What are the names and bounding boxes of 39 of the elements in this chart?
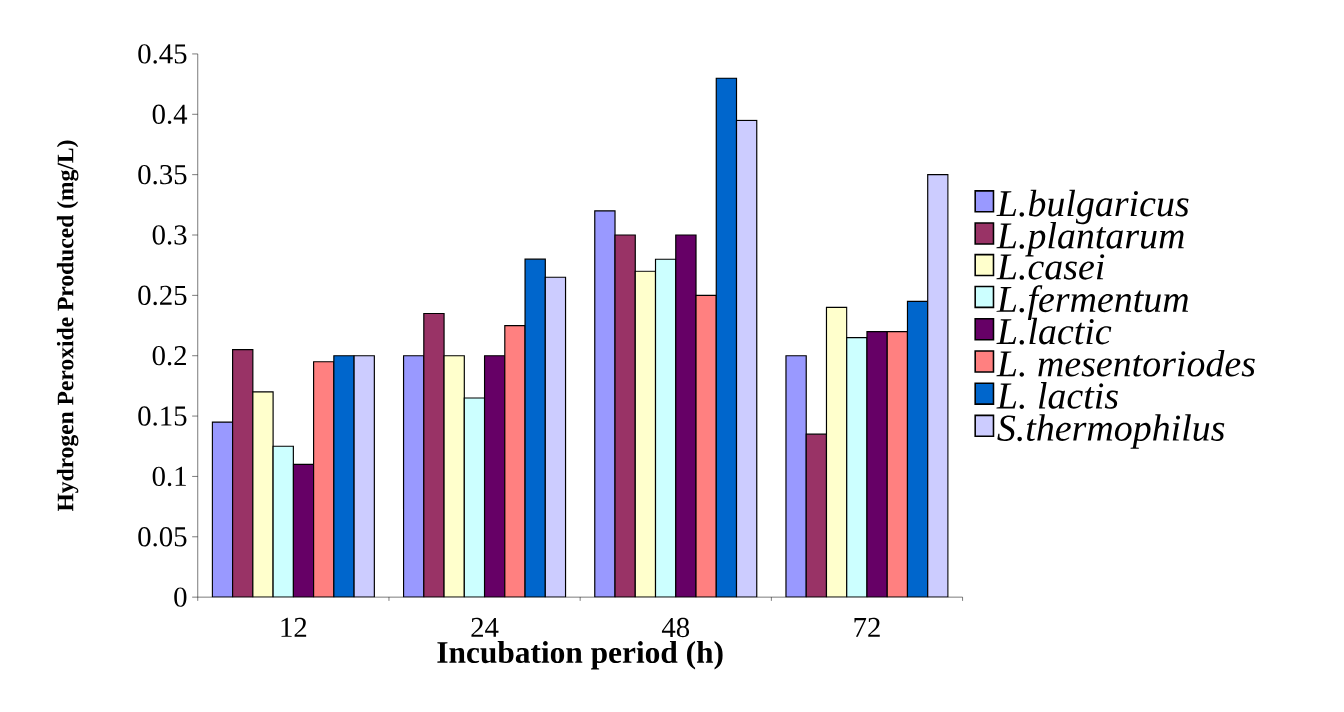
bar: [232, 349, 254, 598]
bar: [313, 361, 335, 598]
bar: [906, 300, 929, 598]
y-axis-title: Hydrogen Peroxide Produced (mg/L): [56, 140, 79, 512]
bar: [886, 331, 909, 598]
y-tick-label: 0.3: [152, 225, 187, 245]
y-tick-label: 0.25: [138, 285, 187, 306]
bar: [846, 337, 868, 598]
legend-label: S.thermophilus: [997, 414, 1225, 449]
x-tick-label: 48: [661, 617, 690, 638]
y-tick-label: 0.35: [138, 164, 187, 185]
x-tick-label: 24: [471, 617, 499, 637]
y-tick-label: 0: [174, 587, 187, 607]
bar: [695, 294, 717, 598]
bar: [805, 433, 828, 598]
bar: [423, 312, 445, 598]
bar: [866, 331, 888, 598]
x-tick-label: 12: [281, 617, 307, 637]
bar: [333, 355, 355, 598]
legend-label: L. lactis: [996, 382, 1118, 410]
bar: [715, 77, 738, 598]
y-tick-label: 0.2: [152, 346, 186, 366]
y-tick-label: 0.45: [138, 44, 187, 64]
bar: [654, 258, 677, 598]
bar: [504, 325, 526, 598]
bar: [292, 463, 315, 598]
bar: [483, 355, 506, 598]
bar: [614, 234, 636, 598]
bar: [675, 234, 697, 598]
bar: [524, 258, 546, 598]
x-axis-title: Incubation period (h): [437, 641, 723, 670]
bar: [463, 397, 486, 598]
y-tick-label: 0.15: [138, 406, 187, 426]
legend-label: L. mesentoriodes: [996, 350, 1255, 377]
y-tick-label: 0.05: [138, 527, 187, 547]
y-tick-label: 0.4: [152, 104, 188, 125]
x-tick-label: 72: [854, 617, 880, 637]
y-tick-label: 0.1: [152, 466, 186, 487]
bar: [272, 445, 294, 598]
